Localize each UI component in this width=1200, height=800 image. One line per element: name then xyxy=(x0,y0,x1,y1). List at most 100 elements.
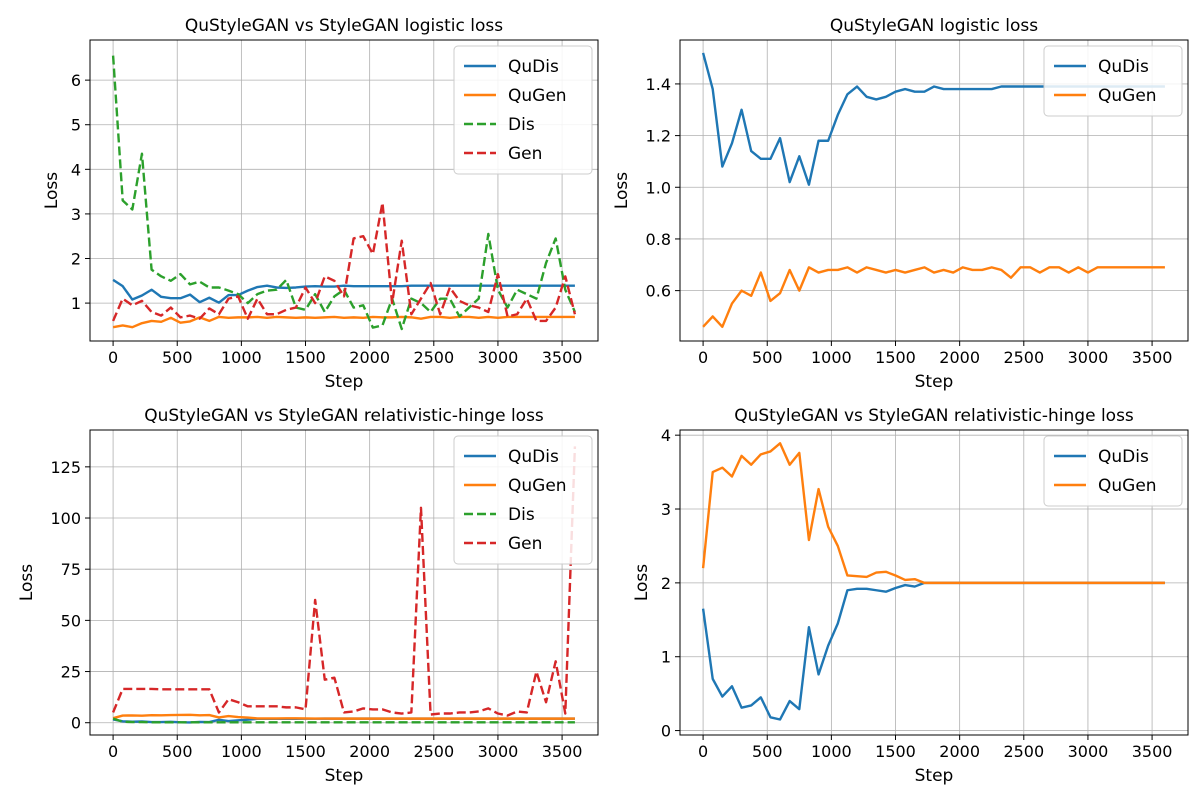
y-tick-label: 125 xyxy=(50,458,81,477)
axes-frame xyxy=(89,39,599,342)
series-line-qugen xyxy=(702,266,1165,328)
y-tick-label: 1.0 xyxy=(646,178,671,197)
plot-area xyxy=(111,446,577,724)
x-tick-label: 500 xyxy=(162,348,193,367)
x-tick-label: 2500 xyxy=(1003,348,1044,367)
x-tick-label: 1500 xyxy=(875,348,916,367)
axes-frame xyxy=(89,429,599,736)
x-tick-label: 1500 xyxy=(285,348,326,367)
chart-title: QuStyleGAN vs StyleGAN logistic loss xyxy=(185,16,503,36)
y-tick-label: 2 xyxy=(661,574,671,593)
x-tick-label: 500 xyxy=(752,348,783,367)
x-tick-label: 3000 xyxy=(1068,348,1109,367)
y-tick-label: 1.2 xyxy=(646,127,671,146)
x-tick-label: 3000 xyxy=(1068,742,1109,761)
y-tick-label: 4 xyxy=(71,160,81,179)
legend-label-qugen: QuGen xyxy=(508,476,567,496)
legend-label-gen: Gen xyxy=(508,144,542,164)
x-tick-label: 3500 xyxy=(1132,348,1173,367)
legend: QuDis QuGen xyxy=(1043,435,1183,507)
y-tick-label: 4 xyxy=(661,426,671,445)
legend-box xyxy=(453,45,593,175)
x-axis-label: Step xyxy=(325,766,364,786)
grid xyxy=(680,40,1188,341)
y-axis-label: Loss xyxy=(17,564,37,601)
series-line-gen xyxy=(111,446,577,717)
y-tick-label: 0.8 xyxy=(646,230,671,249)
x-tick-label: 0 xyxy=(108,742,118,761)
legend: QuDis QuGen Dis Gen xyxy=(453,435,593,565)
x-tick-label: 3000 xyxy=(478,348,519,367)
chart-title: QuStyleGAN vs StyleGAN relativistic-hing… xyxy=(734,406,1134,426)
y-axis-label: Loss xyxy=(632,564,652,601)
x-tick-label: 3500 xyxy=(542,348,583,367)
subplot-top-right: QuStyleGAN logistic loss Step Loss 0 500 1… xyxy=(612,16,1189,392)
x-tick-label: 1000 xyxy=(811,348,852,367)
x-tick-label: 2000 xyxy=(349,348,390,367)
y-tick-label: 1 xyxy=(71,294,81,313)
series-line-qugen xyxy=(112,315,575,329)
subplot-bottom-right: QuStyleGAN vs StyleGAN relativistic-hing… xyxy=(632,406,1189,786)
x-tick-label: 2000 xyxy=(939,348,980,367)
plot-area xyxy=(701,442,1165,721)
x-tick-label: 2500 xyxy=(413,742,454,761)
y-tick-label: 6 xyxy=(71,71,81,90)
y-tick-label: 3 xyxy=(71,205,81,224)
series-line-dis xyxy=(112,717,575,724)
x-tick-label: 1500 xyxy=(285,742,326,761)
y-tick-label: 25 xyxy=(61,663,81,682)
legend-label-gen: Gen xyxy=(508,534,542,554)
x-axis-label: Step xyxy=(325,372,364,392)
y-tick-label: 2 xyxy=(71,250,81,269)
legend-label-dis: Dis xyxy=(508,115,535,135)
axes-frame xyxy=(679,39,1189,342)
legend-label-qugen: QuGen xyxy=(1098,86,1157,106)
legend-label-qugen: QuGen xyxy=(508,86,567,106)
subplot-top-left: QuStyleGAN vs StyleGAN logistic loss Ste… xyxy=(42,16,599,392)
x-tick-label: 0 xyxy=(698,348,708,367)
x-tick-label: 1000 xyxy=(221,348,262,367)
series-line-qudis xyxy=(701,581,1165,721)
legend-box xyxy=(1043,435,1183,507)
series-line-qugen xyxy=(701,442,1165,585)
x-tick-label: 500 xyxy=(162,742,193,761)
x-tick-label: 3000 xyxy=(478,742,519,761)
x-tick-label: 0 xyxy=(108,348,118,367)
legend-label-qudis: QuDis xyxy=(508,57,559,77)
legend-box xyxy=(1043,45,1183,117)
y-tick-label: 1.4 xyxy=(646,75,671,94)
legend: QuDis QuGen xyxy=(1043,45,1183,117)
chart-title: QuStyleGAN logistic loss xyxy=(830,16,1038,36)
y-tick-label: 0.6 xyxy=(646,282,671,301)
x-tick-label: 0 xyxy=(698,742,708,761)
subplot-bottom-left: QuStyleGAN vs StyleGAN relativistic-hing… xyxy=(17,406,599,786)
y-axis-label: Loss xyxy=(42,172,62,209)
x-tick-label: 1000 xyxy=(811,742,852,761)
x-tick-label: 3500 xyxy=(1132,742,1173,761)
legend-label-qudis: QuDis xyxy=(508,447,559,467)
x-tick-label: 1000 xyxy=(221,742,262,761)
y-tick-label: 0 xyxy=(71,714,81,733)
x-tick-label: 2000 xyxy=(349,742,390,761)
x-tick-label: 3500 xyxy=(542,742,583,761)
y-tick-label: 5 xyxy=(71,116,81,135)
legend-box xyxy=(453,435,593,565)
legend-label-qudis: QuDis xyxy=(1098,57,1149,77)
legend-label-qudis: QuDis xyxy=(1098,447,1149,467)
x-tick-label: 2000 xyxy=(939,742,980,761)
x-tick-label: 1500 xyxy=(875,742,916,761)
y-tick-label: 50 xyxy=(61,611,81,630)
x-tick-label: 2500 xyxy=(1003,742,1044,761)
y-axis-label: Loss xyxy=(612,172,632,209)
chart-title: QuStyleGAN vs StyleGAN relativistic-hing… xyxy=(144,406,544,426)
x-axis-label: Step xyxy=(915,766,954,786)
plot-area xyxy=(111,55,577,331)
y-tick-label: 1 xyxy=(661,648,671,667)
series-line-qugen xyxy=(112,713,575,720)
y-tick-label: 3 xyxy=(661,500,671,519)
y-tick-label: 100 xyxy=(50,509,81,528)
legend: QuDis QuGen Dis Gen xyxy=(453,45,593,175)
legend-label-qugen: QuGen xyxy=(1098,476,1157,496)
x-tick-label: 500 xyxy=(752,742,783,761)
